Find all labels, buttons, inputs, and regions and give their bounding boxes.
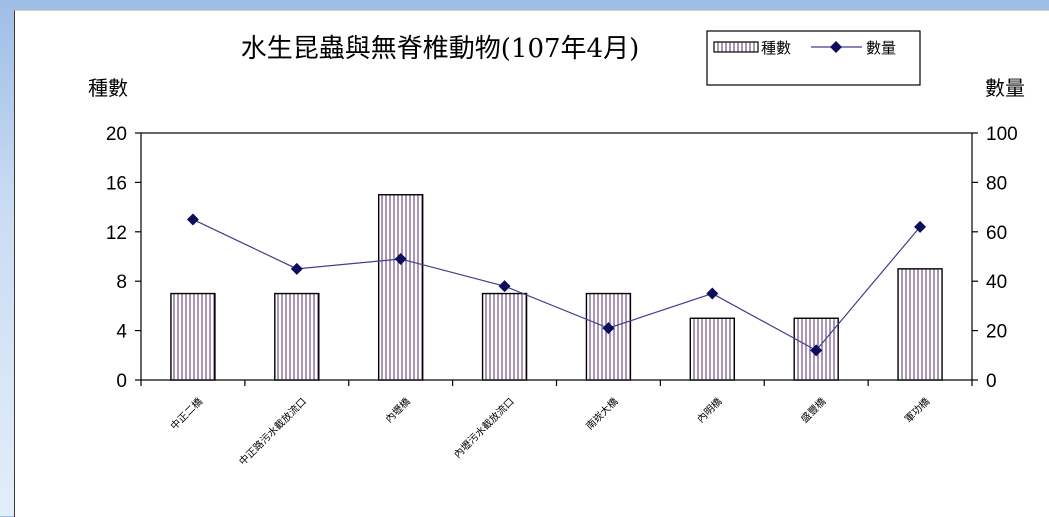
bar-species: [377, 194, 424, 381]
category-label: 軍功橋: [902, 395, 932, 425]
right-tick-label: 20: [986, 322, 1007, 343]
point-count: [810, 344, 823, 357]
left-tick-label: 0: [116, 371, 127, 392]
right-tick-label: 100: [986, 124, 1018, 145]
category-label: 中正二橋: [168, 395, 205, 432]
legend-bar-swatch: [713, 41, 759, 53]
bar-species: [897, 268, 943, 381]
bar-species: [585, 292, 632, 381]
category-label: 中正路污水截放流口: [236, 395, 309, 468]
category-label: 盛豐橋: [798, 395, 828, 425]
point-count: [290, 262, 303, 275]
right-tick-label: 0: [986, 371, 997, 392]
line-count: [192, 218, 921, 352]
bar-species: [274, 292, 320, 381]
left-tick-label: 4: [116, 322, 127, 343]
point-count: [914, 220, 927, 233]
category-label: 內壢污水截放流口: [451, 395, 517, 461]
point-count: [498, 280, 511, 293]
left-tick-label: 20: [106, 124, 127, 145]
legend-label-count: 數量: [866, 39, 896, 57]
legend: 種數 數量: [706, 30, 921, 86]
legend-label-species: 種數: [761, 39, 791, 57]
chart-frame: [14, 10, 1049, 517]
left-tick-label: 8: [116, 272, 127, 293]
right-tick-label: 40: [986, 272, 1007, 293]
legend-marker-swatch: [830, 41, 842, 53]
left-tick-label: 16: [106, 173, 127, 194]
point-count: [602, 322, 615, 335]
point-count: [186, 213, 199, 226]
left-tick-label: 12: [106, 223, 127, 244]
plot-frame: [140, 132, 973, 381]
bar-species: [170, 292, 216, 381]
category-label: 內壢橋: [382, 395, 412, 425]
bar-species: [481, 292, 528, 381]
right-tick-label: 60: [986, 223, 1007, 244]
legend-box: [706, 30, 921, 86]
point-count: [394, 252, 407, 265]
chart-title: 水生昆蟲與無脊椎動物(107年4月): [241, 34, 639, 64]
category-label: 內明橋: [694, 395, 724, 425]
left-axis-title: 種數: [88, 76, 128, 100]
right-axis-title: 數量: [985, 76, 1025, 100]
plot-area: 0 4 8 12 16 20 0 20 40 60 80 100 中正二橋 中正路污水截放流口 內壢橋 內壢污…: [106, 124, 1018, 468]
right-tick-label: 80: [986, 173, 1007, 194]
point-count: [706, 287, 719, 300]
category-label: 南崁大橋: [583, 395, 620, 432]
bar-species: [689, 317, 736, 381]
